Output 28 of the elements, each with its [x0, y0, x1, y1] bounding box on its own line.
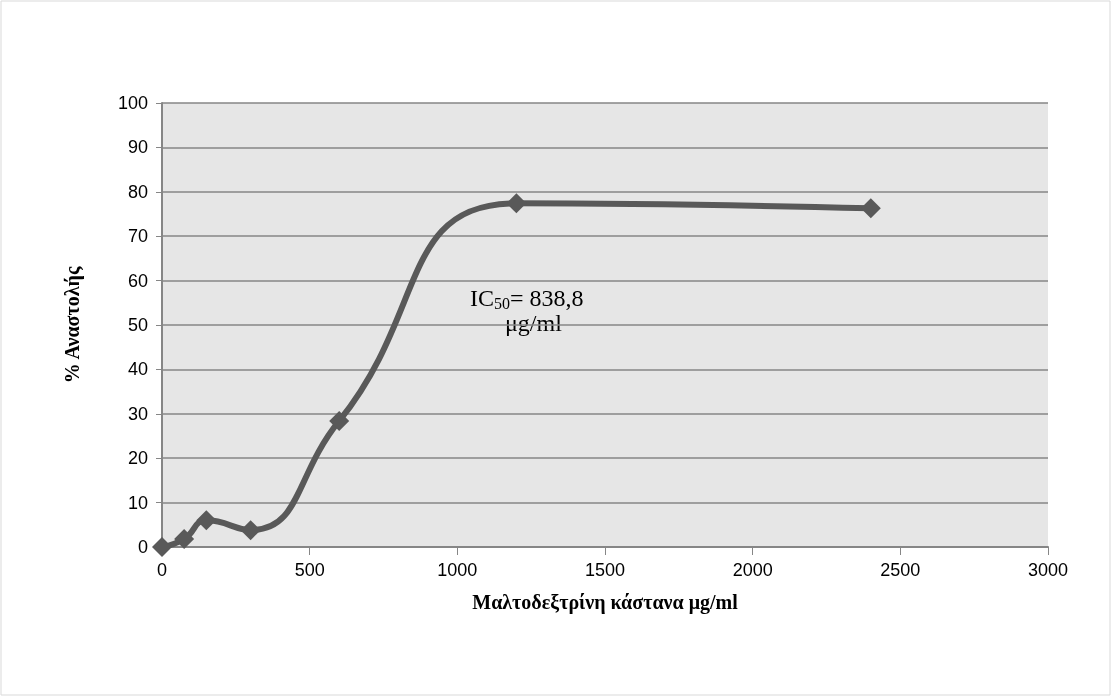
point: [860, 198, 881, 219]
x-tick-label: 1000: [437, 560, 478, 580]
point: [174, 529, 195, 550]
x-tick-label: 0: [156, 560, 168, 580]
y-tick-label: 70: [127, 226, 148, 247]
y-tick-label: 90: [127, 137, 148, 158]
y-tick-label: 100: [117, 93, 148, 113]
annotation: IC50= 838,8 μg/ml: [470, 285, 584, 336]
y-tick-label: 50: [127, 315, 148, 335]
y-tick-label: 60: [127, 270, 148, 291]
point: [152, 537, 172, 557]
x-tick-label: 500: [294, 560, 325, 580]
point: [240, 520, 261, 541]
y-tick-label: 0: [137, 537, 148, 557]
point: [506, 193, 527, 214]
y-axis-title: % Αναστολής: [61, 266, 84, 384]
point: [196, 510, 217, 531]
y-tick-label: 80: [127, 181, 148, 202]
y-tick-label: 30: [127, 403, 148, 424]
x-tick-label: 2000: [732, 560, 773, 580]
x-axis-title: Μαλτοδεξτρίνη κάστανα μg/ml: [472, 591, 739, 614]
y-tick-label: 40: [127, 359, 148, 380]
x-tick-label: 2500: [880, 560, 921, 580]
y-tick-label: 10: [127, 492, 148, 513]
y-tick-label: 20: [127, 448, 148, 469]
x-tick-label: 1500: [584, 560, 626, 580]
point: [329, 410, 350, 431]
x-tick-label: 3000: [1027, 560, 1069, 580]
